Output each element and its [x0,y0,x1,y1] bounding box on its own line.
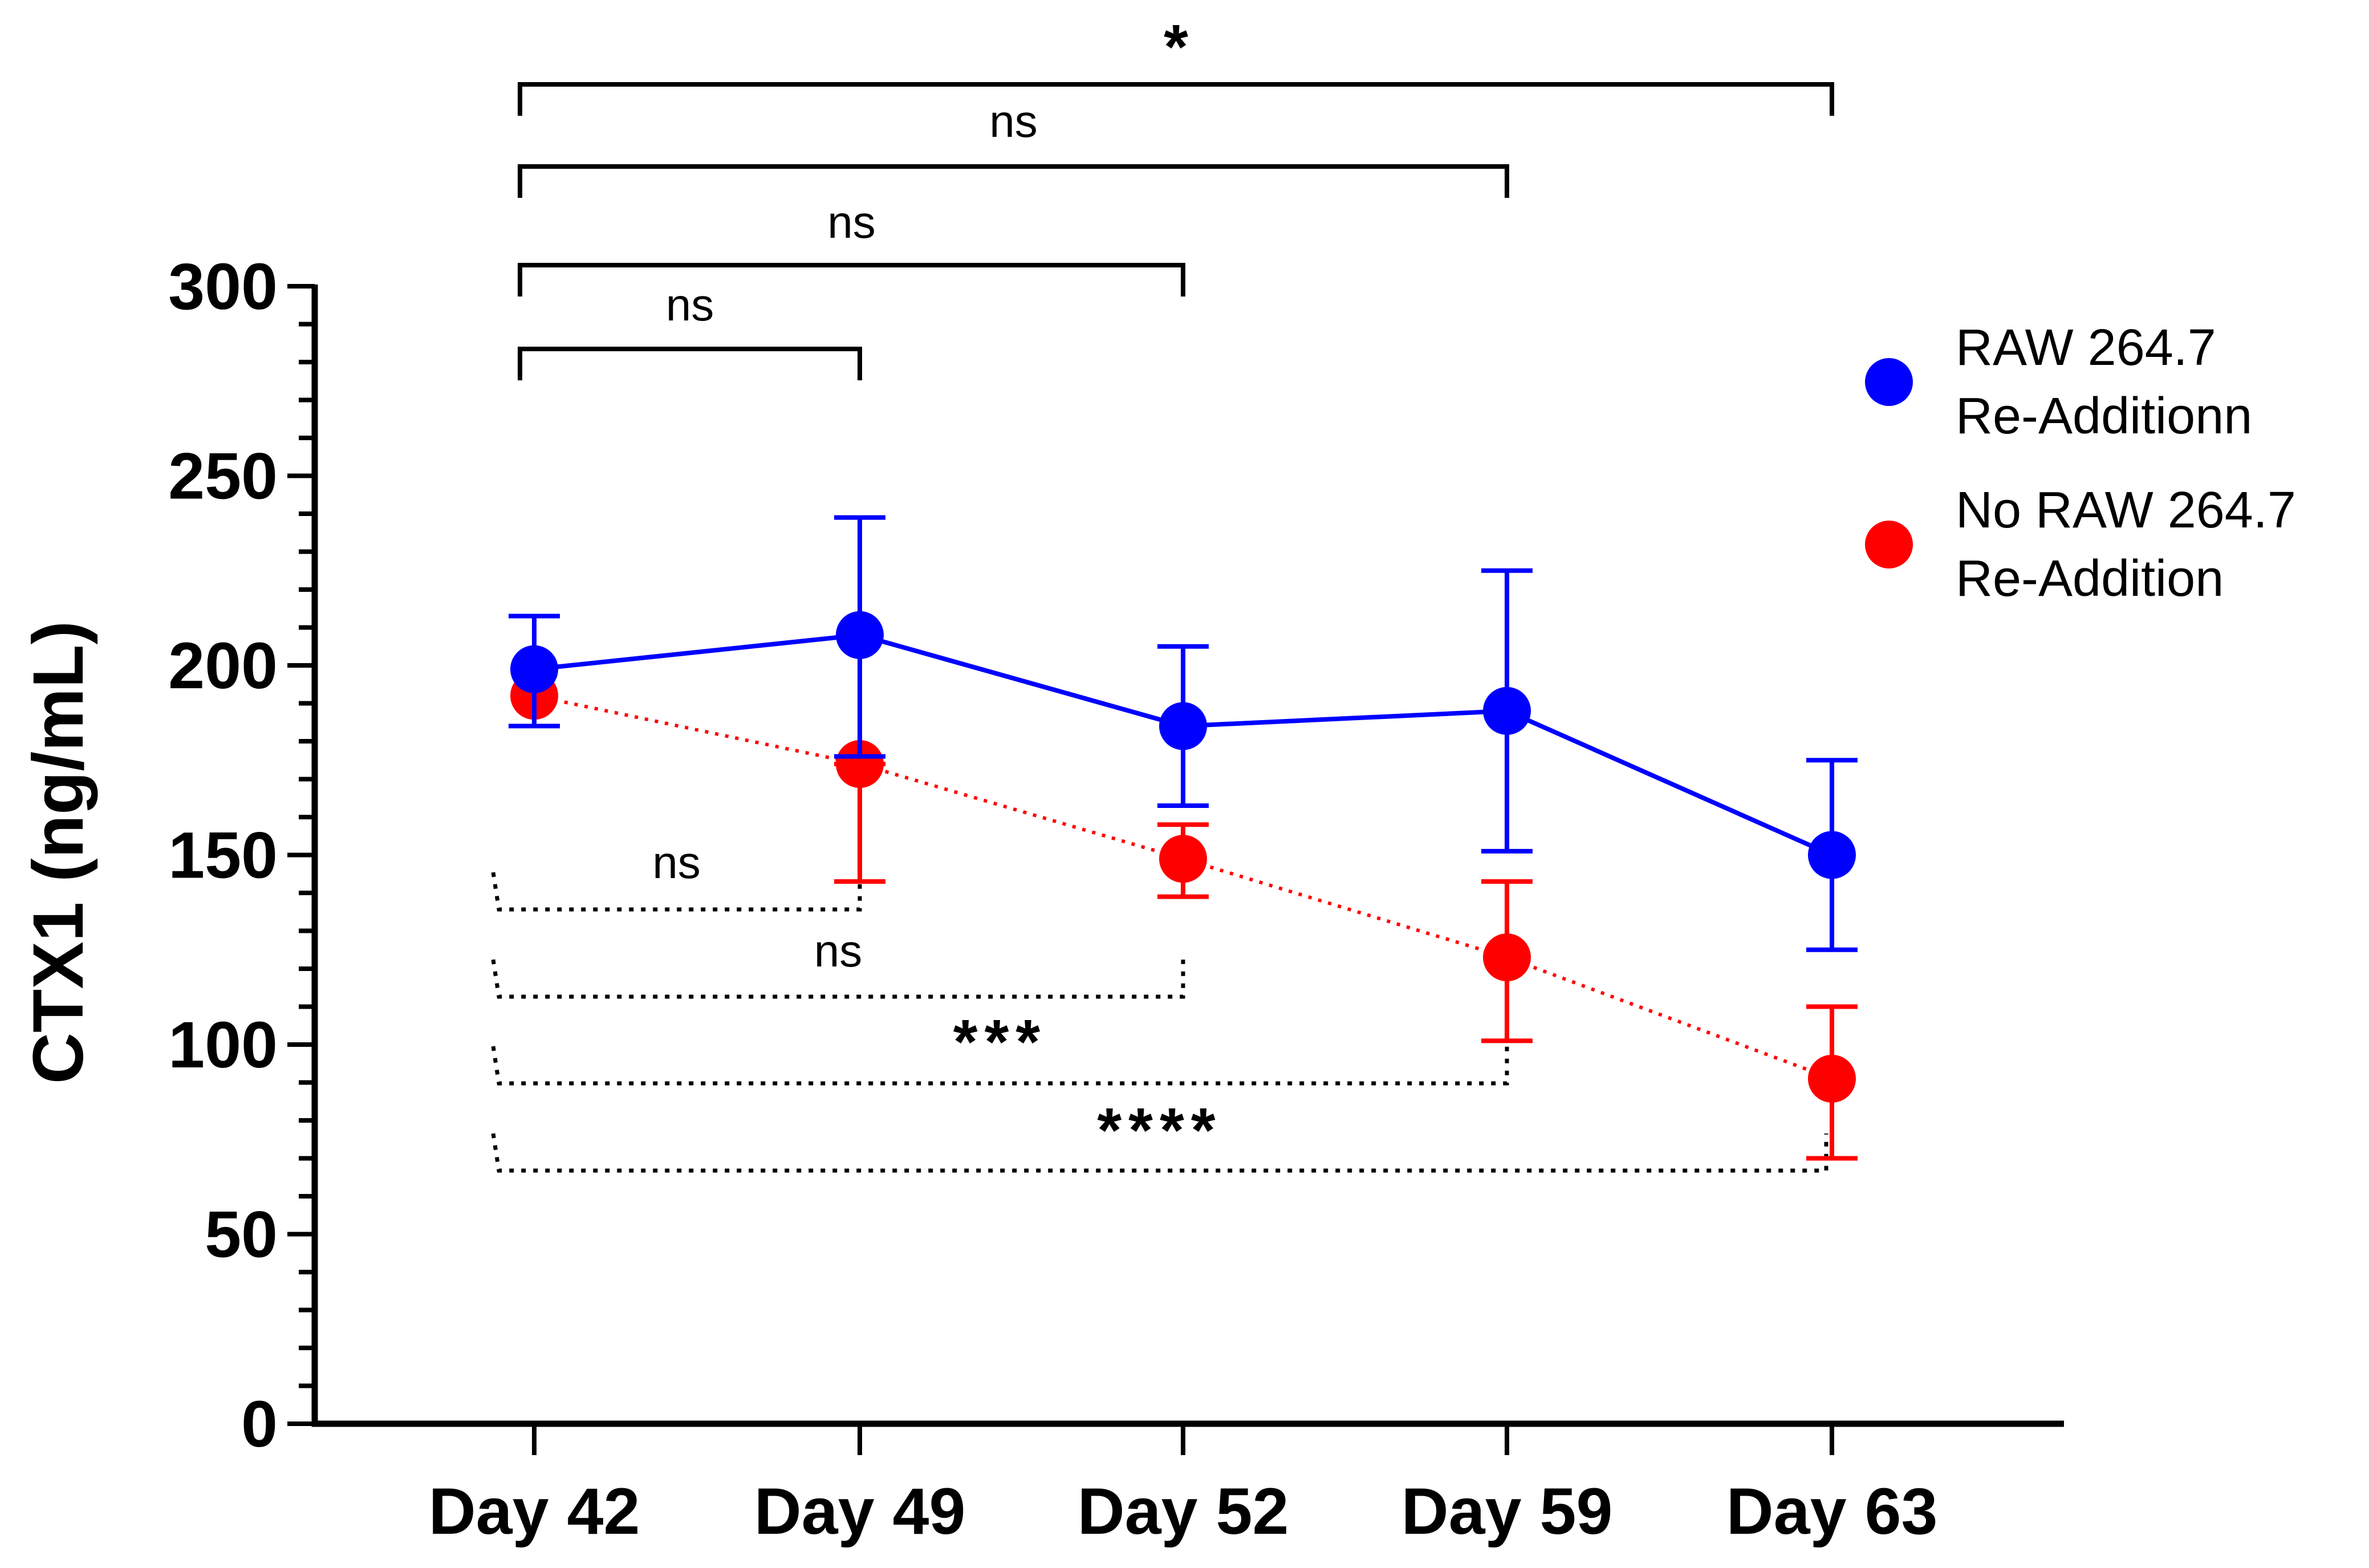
x-tick-label: Day 63 [1726,1475,1938,1548]
y-tick-label: 100 [168,1009,278,1082]
y-tick-label: 150 [168,819,278,892]
significance-bracket [518,82,1834,116]
legend-swatch-marker [1865,358,1913,406]
legend-label: Re-Additionn [1956,388,2252,445]
significance-label: ns [827,197,876,247]
data-point [1808,831,1856,879]
legend-label: No RAW 264.7 [1956,482,2296,539]
data-point [1808,1054,1856,1103]
data-point [836,611,884,659]
data-point [510,645,558,693]
significance-label: **** [1097,1095,1222,1165]
significance-label: *** [953,1007,1047,1077]
x-axis-ticks: Day 42 Day 49 Day 52 Day 59 Day 63 [429,1424,1938,1548]
y-tick-label: 250 [168,440,278,513]
data-point [1159,835,1207,883]
significance-bracket-dotted [491,1046,1509,1086]
significance-bracket [518,164,1509,198]
legend-label: Re-Addition [1956,550,2224,607]
data-point [1483,686,1531,735]
data-point [1483,933,1531,982]
significance-bracket [518,347,862,380]
y-axis-title: CTX1 (ng/mL) [19,621,98,1084]
data-point [836,740,884,788]
y-tick-label: 300 [168,250,278,323]
legend: RAW 264.7 Re-Additionn No RAW 264.7 Re-Addi… [1865,319,2296,607]
y-tick-label: 50 [205,1199,278,1272]
y-tick-label: 0 [241,1388,278,1461]
x-tick-label: Day 59 [1401,1475,1613,1548]
legend-label: RAW 264.7 [1956,319,2216,376]
data-point [1159,702,1207,750]
significance-brackets-top: ns ns ns * [518,12,1834,380]
y-tick-label: 200 [168,629,278,702]
x-tick-label: Day 52 [1078,1475,1289,1548]
x-tick-label: Day 49 [754,1475,966,1548]
significance-label: ns [989,96,1038,147]
significance-label: ns [652,837,701,888]
significance-label: ns [666,279,714,330]
significance-bracket [518,263,1185,296]
significance-label: ns [814,925,863,976]
legend-swatch-marker [1865,521,1913,568]
y-axis-ticks: 0 50 100 150 200 250 300 [168,250,315,1461]
series-raw-re-addition [509,515,1858,952]
significance-label: * [1164,12,1188,82]
x-tick-label: Day 42 [429,1475,640,1548]
significance-bracket-dotted [491,872,862,912]
series-layer [509,515,1858,1161]
